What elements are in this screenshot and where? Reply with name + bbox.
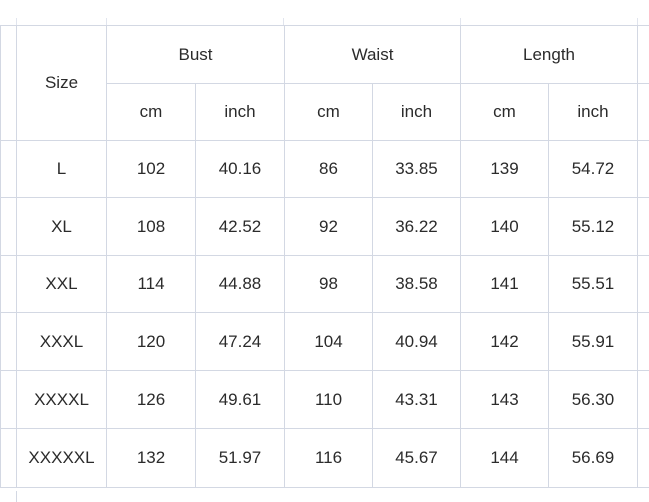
value-cell: 110	[284, 370, 373, 429]
value-cell: 43.31	[372, 370, 461, 429]
size-chart-table: Size Bust Waist Length cm inch cm inch c…	[0, 25, 649, 488]
left-crop-strip-cell	[0, 428, 17, 488]
size-cell: L	[16, 140, 107, 198]
value-cell: 86	[284, 140, 373, 198]
right-crop-strip-cell	[637, 428, 649, 488]
value-cell: 40.94	[372, 312, 461, 371]
size-cell: XXXXL	[16, 370, 107, 429]
left-crop-strip-cell	[0, 255, 17, 313]
right-crop-strip-cell	[637, 255, 649, 313]
left-crop-strip-cell	[0, 197, 17, 256]
value-cell: 33.85	[372, 140, 461, 198]
grid-stub	[637, 18, 638, 25]
value-cell: 42.52	[195, 197, 285, 256]
value-cell: 45.67	[372, 428, 461, 488]
header-length: Length	[460, 25, 638, 84]
left-crop-strip-cell	[0, 140, 17, 198]
value-cell: 55.12	[548, 197, 638, 256]
value-cell: 54.72	[548, 140, 638, 198]
size-cell: XXXXXL	[16, 428, 107, 488]
value-cell: 55.91	[548, 312, 638, 371]
value-cell: 56.30	[548, 370, 638, 429]
grid-stub	[16, 18, 17, 25]
value-cell: 49.61	[195, 370, 285, 429]
value-cell: 98	[284, 255, 373, 313]
value-cell: 104	[284, 312, 373, 371]
size-cell: XXXL	[16, 312, 107, 371]
value-cell: 51.97	[195, 428, 285, 488]
value-cell: 120	[106, 312, 196, 371]
value-cell: 144	[460, 428, 549, 488]
grid-stub	[460, 18, 461, 25]
value-cell: 55.51	[548, 255, 638, 313]
unit-header-bust-cm: cm	[106, 83, 196, 141]
header-waist: Waist	[284, 25, 461, 84]
right-crop-strip-cell	[637, 83, 649, 141]
header-size: Size	[16, 25, 107, 141]
table-row: XXXXL 126 49.61 110 43.31 143 56.30	[0, 370, 649, 429]
left-crop-strip-cell	[0, 312, 17, 371]
unit-header-waist-inch: inch	[372, 83, 461, 141]
unit-header-waist-cm: cm	[284, 83, 373, 141]
left-crop-strip-cell	[0, 25, 17, 141]
unit-header-length-inch: inch	[548, 83, 638, 141]
value-cell: 114	[106, 255, 196, 313]
size-cell: XXL	[16, 255, 107, 313]
right-crop-strip-cell	[637, 140, 649, 198]
value-cell: 140	[460, 197, 549, 256]
value-cell: 126	[106, 370, 196, 429]
right-crop-strip-cell	[637, 197, 649, 256]
table-row: XL 108 42.52 92 36.22 140 55.12	[0, 197, 649, 256]
value-cell: 92	[284, 197, 373, 256]
value-cell: 38.58	[372, 255, 461, 313]
right-crop-strip-cell	[637, 312, 649, 371]
value-cell: 44.88	[195, 255, 285, 313]
table-row: XXL 114 44.88 98 38.58 141 55.51	[0, 255, 649, 313]
value-cell: 108	[106, 197, 196, 256]
size-cell: XL	[16, 197, 107, 256]
table-row: XXXXXL 132 51.97 116 45.67 144 56.69	[0, 428, 649, 488]
unit-header-bust-inch: inch	[195, 83, 285, 141]
grid-fragment	[16, 491, 17, 502]
value-cell: 36.22	[372, 197, 461, 256]
value-cell: 47.24	[195, 312, 285, 371]
grid-stub	[106, 18, 107, 25]
value-cell: 56.69	[548, 428, 638, 488]
value-cell: 116	[284, 428, 373, 488]
table-row: XXXL 120 47.24 104 40.94 142 55.91	[0, 312, 649, 371]
value-cell: 142	[460, 312, 549, 371]
unit-header-length-cm: cm	[460, 83, 549, 141]
grid-stub	[283, 18, 284, 25]
value-cell: 139	[460, 140, 549, 198]
value-cell: 40.16	[195, 140, 285, 198]
value-cell: 141	[460, 255, 549, 313]
right-crop-strip-cell	[637, 25, 649, 84]
value-cell: 143	[460, 370, 549, 429]
table-row: L 102 40.16 86 33.85 139 54.72	[0, 140, 649, 198]
value-cell: 132	[106, 428, 196, 488]
left-crop-strip-cell	[0, 370, 17, 429]
header-bust: Bust	[106, 25, 285, 84]
value-cell: 102	[106, 140, 196, 198]
right-crop-strip-cell	[637, 370, 649, 429]
